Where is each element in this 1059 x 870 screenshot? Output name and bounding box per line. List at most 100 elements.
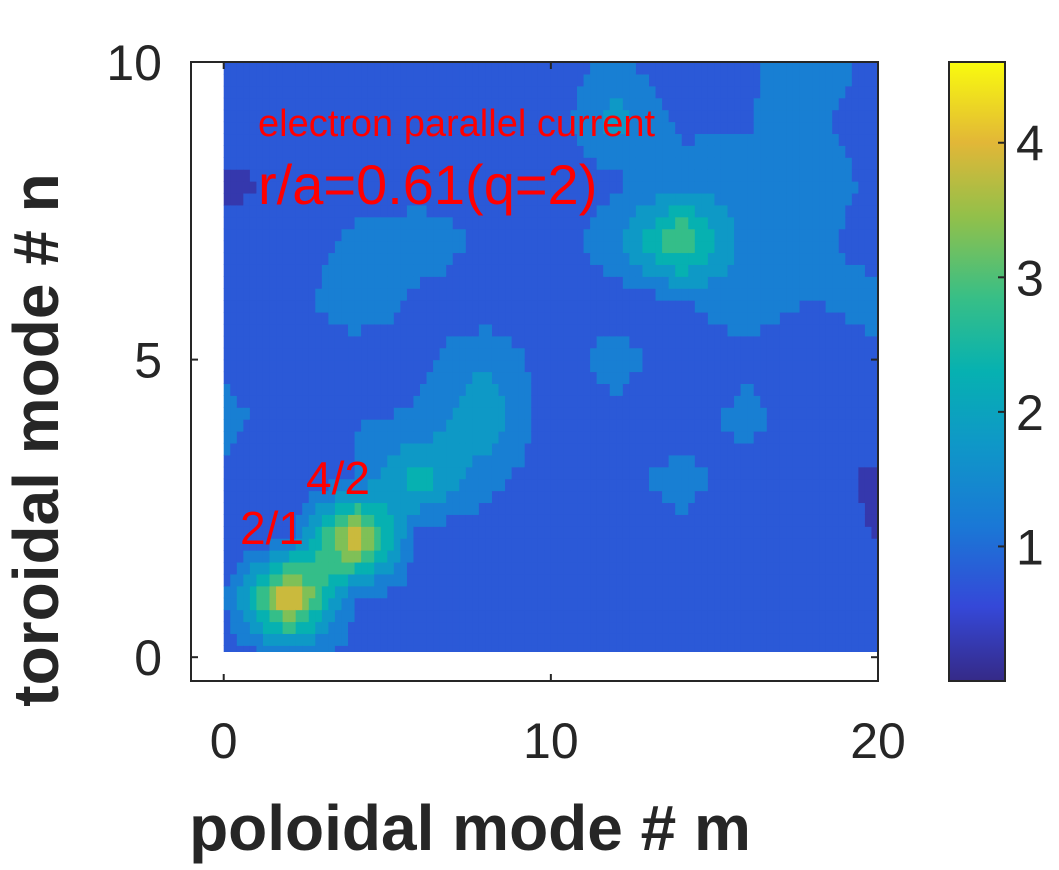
contour-cell bbox=[269, 97, 277, 111]
contour-cell bbox=[269, 288, 277, 301]
contour-cell bbox=[825, 335, 833, 349]
contour-cell bbox=[557, 169, 565, 182]
contour-cell bbox=[478, 585, 487, 599]
contour-cell bbox=[563, 502, 572, 515]
contour-cell bbox=[478, 347, 487, 361]
contour-cell bbox=[812, 442, 820, 456]
contour-cell bbox=[452, 109, 460, 123]
contour-cell bbox=[747, 585, 755, 599]
contour-cell bbox=[694, 121, 702, 135]
contour-cell bbox=[819, 383, 827, 396]
contour-cell bbox=[308, 383, 316, 396]
contour-cell bbox=[550, 73, 558, 87]
contour-cell bbox=[740, 121, 748, 135]
contour-cell bbox=[243, 252, 251, 265]
contour-cell bbox=[786, 264, 794, 277]
contour-cell bbox=[282, 85, 290, 99]
contour-cell bbox=[518, 395, 526, 408]
contour-cell bbox=[321, 502, 329, 515]
contour-cell bbox=[727, 97, 735, 111]
contour-cell bbox=[570, 204, 578, 218]
contour-cell bbox=[799, 502, 807, 515]
contour-cell bbox=[321, 478, 329, 492]
contour-cell bbox=[406, 585, 415, 599]
contour-cell bbox=[819, 121, 827, 135]
contour-cell bbox=[570, 490, 578, 504]
contour-cell bbox=[799, 609, 807, 623]
contour-cell bbox=[792, 192, 801, 206]
contour-cell bbox=[223, 300, 231, 313]
contour-cell bbox=[524, 62, 532, 75]
contour-cell bbox=[773, 550, 781, 563]
contour-cell bbox=[655, 383, 663, 396]
contour-cell bbox=[230, 169, 238, 182]
contour-cell bbox=[328, 585, 336, 599]
contour-cell bbox=[707, 538, 716, 551]
contour-cell bbox=[472, 264, 480, 277]
contour-cell bbox=[531, 573, 539, 587]
contour-cell bbox=[662, 276, 670, 289]
contour-cell bbox=[413, 133, 421, 146]
contour-cell bbox=[740, 550, 748, 563]
contour-cell bbox=[714, 133, 722, 146]
contour-cell bbox=[544, 347, 552, 361]
contour-cell bbox=[361, 97, 369, 111]
contour-cell bbox=[779, 502, 787, 515]
contour-cell bbox=[590, 204, 598, 218]
contour-cell bbox=[668, 431, 676, 444]
contour-cell bbox=[465, 407, 473, 420]
contour-cell bbox=[871, 347, 878, 361]
contour-cell bbox=[609, 240, 617, 254]
contour-cell bbox=[550, 300, 558, 313]
contour-cell bbox=[256, 490, 264, 504]
contour-cell bbox=[249, 240, 258, 254]
contour-cell bbox=[380, 192, 388, 206]
contour-cell bbox=[563, 181, 572, 194]
contour-cell bbox=[406, 371, 415, 384]
contour-cell bbox=[367, 216, 375, 230]
contour-cell bbox=[806, 573, 814, 587]
contour-cell bbox=[315, 300, 323, 313]
contour-cell bbox=[583, 597, 591, 611]
contour-cell bbox=[806, 264, 814, 277]
contour-cell bbox=[583, 621, 591, 634]
contour-cell bbox=[694, 526, 702, 539]
contour-cell bbox=[832, 609, 840, 623]
contour-cell bbox=[792, 419, 801, 432]
contour-cell bbox=[766, 109, 774, 123]
contour-cell bbox=[498, 252, 506, 265]
contour-cell bbox=[289, 85, 297, 99]
contour-cell bbox=[249, 395, 258, 408]
contour-cell bbox=[276, 264, 284, 277]
contour-cell bbox=[675, 121, 683, 135]
contour-cell bbox=[662, 288, 670, 301]
contour-cell bbox=[675, 573, 683, 587]
contour-cell bbox=[550, 633, 558, 646]
contour-cell bbox=[563, 264, 572, 277]
contour-cell bbox=[792, 609, 801, 623]
contour-cell bbox=[740, 585, 748, 599]
contour-cell bbox=[832, 502, 840, 515]
contour-cell bbox=[289, 371, 297, 384]
contour-cell bbox=[276, 597, 284, 611]
contour-cell bbox=[426, 633, 434, 646]
contour-cell bbox=[720, 538, 729, 551]
contour-cell bbox=[688, 109, 696, 123]
contour-cell bbox=[701, 609, 709, 623]
contour-cell bbox=[773, 526, 781, 539]
contour-cell bbox=[321, 597, 329, 611]
contour-cell bbox=[603, 454, 611, 468]
contour-cell bbox=[799, 97, 807, 111]
contour-cell bbox=[570, 550, 578, 563]
contour-cell bbox=[871, 371, 878, 384]
contour-cell bbox=[459, 442, 467, 456]
contour-cell bbox=[256, 323, 264, 337]
contour-cell bbox=[753, 240, 761, 254]
contour-cell bbox=[668, 550, 676, 563]
contour-cell bbox=[361, 597, 369, 611]
contour-cell bbox=[420, 228, 428, 242]
contour-cell bbox=[694, 383, 702, 396]
contour-cell bbox=[792, 502, 801, 515]
contour-cell bbox=[864, 454, 873, 468]
contour-cell bbox=[223, 466, 231, 480]
